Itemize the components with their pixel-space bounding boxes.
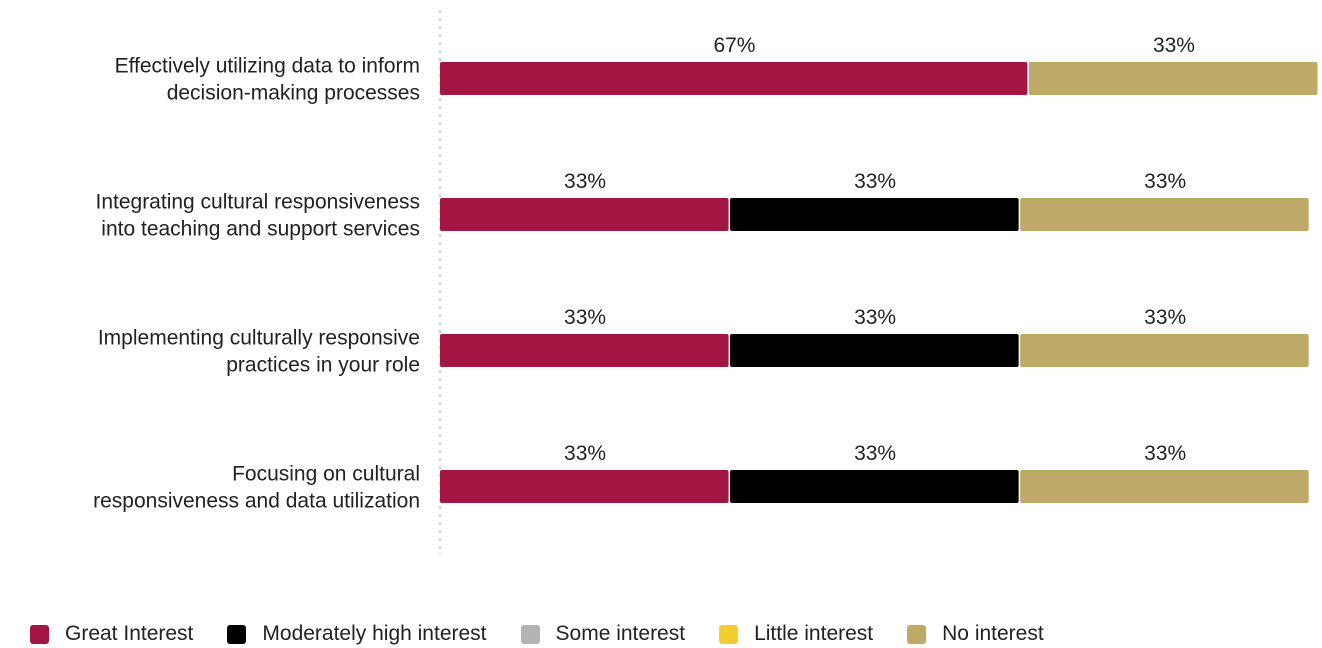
legend-swatch-great-interest bbox=[30, 625, 49, 644]
category-label: Focusing on cultural responsiveness and d… bbox=[93, 463, 420, 513]
category-label-line: into teaching and support services bbox=[101, 218, 420, 241]
legend-swatch-little-interest bbox=[719, 625, 738, 644]
category-label-line: decision-making processes bbox=[167, 82, 420, 105]
data-label-great-interest: 67% bbox=[713, 34, 755, 57]
category-label-line: practices in your role bbox=[226, 354, 420, 377]
bar-segment-moderately-high-interest bbox=[730, 334, 1019, 367]
bar-segment-moderately-high-interest bbox=[730, 198, 1019, 231]
chart-plot: Effectively utilizing data to inform deci… bbox=[0, 0, 1322, 600]
bar-segment-no-interest bbox=[1020, 198, 1309, 231]
legend-swatch-no-interest bbox=[907, 625, 926, 644]
bar-segment-no-interest bbox=[1020, 334, 1309, 367]
category-label-line: Implementing culturally responsive bbox=[98, 327, 420, 350]
bar-segment-no-interest bbox=[1029, 62, 1318, 95]
legend-item-no-interest: No interest bbox=[907, 622, 1044, 646]
bar-segment-moderately-high-interest bbox=[730, 470, 1019, 503]
data-label-no-interest: 33% bbox=[1144, 170, 1186, 193]
data-label-moderately-high-interest: 33% bbox=[854, 170, 896, 193]
data-label-no-interest: 33% bbox=[1144, 442, 1186, 465]
bar-segment-no-interest bbox=[1020, 470, 1309, 503]
category-label-line: Effectively utilizing data to inform bbox=[115, 55, 420, 78]
data-label-great-interest: 33% bbox=[564, 306, 606, 329]
legend-item-little-interest: Little interest bbox=[719, 622, 873, 646]
data-label-great-interest: 33% bbox=[564, 442, 606, 465]
chart-legend: Great Interest Moderately high interest … bbox=[30, 620, 1044, 648]
bar-segment-great-interest bbox=[440, 334, 729, 367]
legend-label-little-interest: Little interest bbox=[754, 622, 873, 646]
legend-swatch-moderately-high-interest bbox=[227, 625, 246, 644]
legend-item-some-interest: Some interest bbox=[521, 622, 686, 646]
bar-segment-great-interest bbox=[440, 198, 729, 231]
data-label-moderately-high-interest: 33% bbox=[854, 306, 896, 329]
legend-swatch-some-interest bbox=[521, 625, 540, 644]
legend-label-no-interest: No interest bbox=[942, 622, 1044, 646]
data-label-no-interest: 33% bbox=[1144, 306, 1186, 329]
data-label-moderately-high-interest: 33% bbox=[854, 442, 896, 465]
legend-label-moderately-high-interest: Moderately high interest bbox=[262, 622, 486, 646]
legend-item-moderately-high-interest: Moderately high interest bbox=[227, 622, 486, 646]
bar-segment-great-interest bbox=[440, 62, 1027, 95]
data-label-no-interest: 33% bbox=[1153, 34, 1195, 57]
category-label: Implementing culturally responsive practi… bbox=[98, 327, 420, 377]
category-label: Integrating cultural responsiveness into … bbox=[95, 191, 420, 241]
bar-segment-great-interest bbox=[440, 470, 729, 503]
data-label-great-interest: 33% bbox=[564, 170, 606, 193]
legend-item-great-interest: Great Interest bbox=[30, 622, 193, 646]
category-label-line: Integrating cultural responsiveness bbox=[95, 191, 420, 214]
category-label: Effectively utilizing data to inform deci… bbox=[115, 55, 420, 105]
legend-label-great-interest: Great Interest bbox=[65, 622, 193, 646]
category-label-line: responsiveness and data utilization bbox=[93, 490, 420, 513]
category-label-line: Focusing on cultural bbox=[232, 463, 420, 486]
legend-label-some-interest: Some interest bbox=[556, 622, 686, 646]
